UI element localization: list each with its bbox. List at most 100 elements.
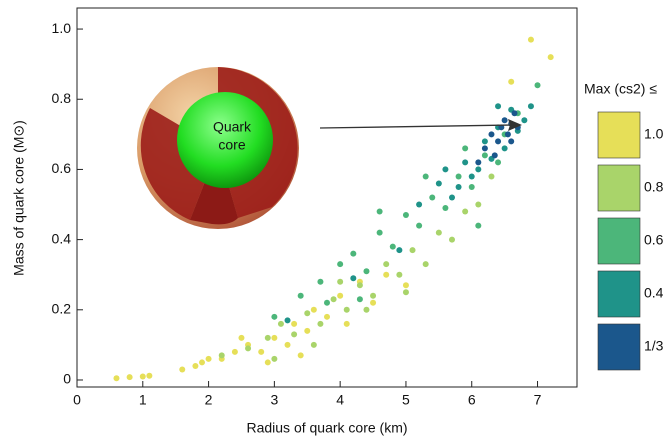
point xyxy=(304,310,311,317)
quark-core xyxy=(177,92,273,188)
x-tick-label: 5 xyxy=(402,392,410,408)
point xyxy=(495,103,502,110)
legend-swatch xyxy=(597,217,641,265)
point xyxy=(205,355,212,362)
point xyxy=(304,327,311,334)
point xyxy=(462,145,469,152)
point xyxy=(245,345,252,352)
y-tick-label: 0 xyxy=(63,371,71,387)
point xyxy=(350,250,357,257)
point xyxy=(258,348,265,355)
point xyxy=(356,282,363,289)
point xyxy=(284,317,291,324)
point xyxy=(271,334,278,341)
y-tick-label: 0.8 xyxy=(52,90,72,106)
point xyxy=(383,261,390,268)
point xyxy=(396,271,403,278)
point xyxy=(416,201,423,208)
point xyxy=(310,341,317,348)
point xyxy=(179,366,186,373)
x-axis-label: Radius of quark core (km) xyxy=(246,420,407,436)
point xyxy=(337,278,344,285)
point xyxy=(271,355,278,362)
point xyxy=(271,313,278,320)
point xyxy=(455,183,462,190)
point xyxy=(468,173,475,180)
point xyxy=(297,292,304,299)
x-tick-label: 3 xyxy=(270,392,278,408)
point xyxy=(139,373,146,380)
point xyxy=(449,236,455,243)
point xyxy=(495,138,502,145)
point xyxy=(429,194,436,201)
point xyxy=(297,352,304,359)
point xyxy=(113,375,120,382)
point xyxy=(363,268,370,275)
legend-label: 0.6 xyxy=(644,232,664,248)
point xyxy=(511,110,518,117)
point xyxy=(370,292,377,299)
legend-label: 0.8 xyxy=(644,179,664,195)
point xyxy=(402,289,409,296)
point xyxy=(488,131,495,138)
point xyxy=(416,222,423,229)
legend-swatch xyxy=(597,323,641,371)
point xyxy=(317,320,324,327)
x-tick-label: 1 xyxy=(139,392,147,408)
point xyxy=(396,247,403,254)
point xyxy=(264,334,271,341)
x-tick-label: 7 xyxy=(534,392,542,408)
point xyxy=(527,103,534,110)
illustration: Quark core xyxy=(137,67,522,229)
point xyxy=(370,299,377,306)
plot-frame xyxy=(76,7,578,388)
point xyxy=(495,159,502,166)
point xyxy=(481,145,488,152)
point xyxy=(324,299,330,306)
point xyxy=(291,331,298,338)
point xyxy=(422,173,429,180)
point xyxy=(376,208,383,215)
point xyxy=(350,275,357,282)
point xyxy=(291,320,298,327)
y-axis-label: Mass of quark core (M⊙) xyxy=(11,120,27,276)
legend-swatch xyxy=(597,270,641,318)
point xyxy=(402,212,409,219)
point xyxy=(337,261,344,268)
point xyxy=(475,222,482,229)
point xyxy=(501,145,508,152)
point xyxy=(508,138,515,145)
point xyxy=(231,348,238,355)
point xyxy=(192,362,199,369)
point xyxy=(199,359,205,366)
legend-swatch xyxy=(597,111,641,159)
point xyxy=(481,138,488,145)
point xyxy=(462,159,469,166)
point xyxy=(422,261,429,268)
annotation: Quark xyxy=(213,119,252,135)
y-tick-label: 0.6 xyxy=(52,160,72,176)
point xyxy=(218,352,225,359)
point xyxy=(376,229,383,236)
point xyxy=(475,166,482,173)
point xyxy=(126,374,133,381)
point xyxy=(324,313,330,320)
point xyxy=(449,194,455,201)
annotation: core xyxy=(218,137,245,153)
point xyxy=(383,271,390,278)
point xyxy=(534,82,541,89)
point xyxy=(481,152,488,159)
legend-swatch xyxy=(597,164,641,212)
point xyxy=(435,180,442,187)
point xyxy=(488,173,495,180)
legend-title: Max (cs2) ≤ xyxy=(584,81,657,97)
point xyxy=(402,282,409,289)
legend-label: 1.0 xyxy=(644,126,664,142)
y-tick-label: 0.2 xyxy=(52,300,72,316)
point xyxy=(455,173,462,180)
points xyxy=(113,36,554,382)
point xyxy=(501,117,508,124)
x-tick-label: 2 xyxy=(205,392,213,408)
point xyxy=(330,296,337,303)
